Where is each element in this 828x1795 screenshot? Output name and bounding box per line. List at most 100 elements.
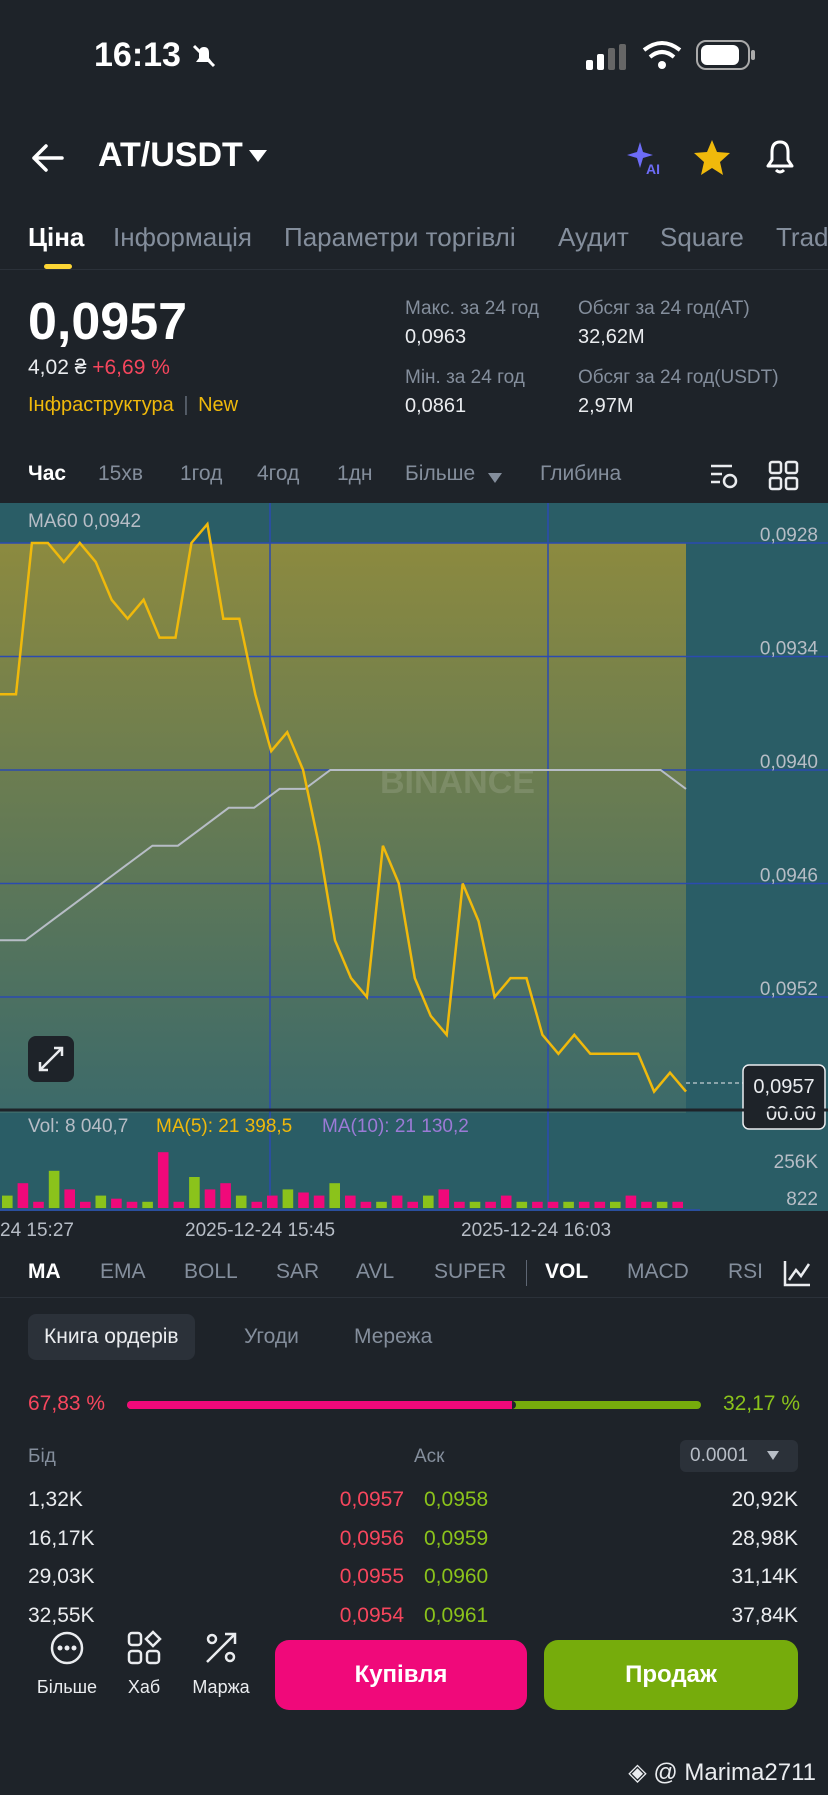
bid-price: 0,0956 [339, 1526, 404, 1550]
tf-15m[interactable]: 15хв [98, 462, 144, 485]
ind-super[interactable]: SUPER [434, 1260, 507, 1283]
user-watermark: ◈ @ Marima2711 [628, 1758, 816, 1787]
stat-low: Мін. за 24 год 0,0861 [405, 367, 525, 418]
volume-bar [298, 1192, 309, 1208]
tab-square[interactable]: Square [660, 222, 744, 252]
price-line [0, 521, 687, 1094]
category-tag[interactable]: Інфраструктура [28, 394, 174, 416]
chevron-down-icon[interactable] [248, 148, 268, 164]
bottom-bar: Більше Хаб Маржа Купівля Продаж [0, 1630, 828, 1720]
ind-avl[interactable]: AVL [356, 1260, 395, 1283]
volume-bar [267, 1195, 278, 1208]
battery-icon [696, 40, 755, 70]
bell-icon[interactable] [760, 136, 800, 176]
orderbook-row[interactable]: 1,32K 0,0957 0,0958 20,92K [0, 1482, 828, 1520]
ind-ma[interactable]: MA [28, 1260, 61, 1283]
wifi-icon [642, 41, 682, 69]
ask-col-label: Аск [414, 1446, 445, 1467]
price-chart[interactable]: 0,0928 0,0934 0,0940 0,0946 0,0952 BINANCE 0… [0, 503, 828, 1243]
time-tick: 2025-12-24 16:03 [461, 1220, 611, 1241]
ma60-label: MA60 0,0942 [28, 511, 141, 532]
tab-trade-params[interactable]: Параметри торгівлі [284, 222, 516, 252]
grid-layout-icon[interactable] [768, 460, 800, 492]
ma10-label: MA(10): 21 130,2 [322, 1116, 469, 1137]
bid-qty: 1,32K [28, 1488, 83, 1511]
more-chevron-icon[interactable] [487, 472, 503, 484]
hub-button[interactable]: Хаб [109, 1630, 179, 1698]
tf-more[interactable]: Більше [405, 462, 476, 485]
active-tab-indicator [44, 264, 72, 269]
tf-time[interactable]: Час [28, 462, 67, 485]
bid-price: 0,0957 [339, 1488, 404, 1511]
stat-vol-at-value: 32,62M [578, 326, 645, 348]
volume-bar [251, 1201, 263, 1208]
orderbook-row[interactable]: 16,17K 0,0956 0,0959 28,98K [0, 1521, 828, 1559]
chart-settings-icon[interactable] [708, 460, 740, 492]
ind-boll[interactable]: BOLL [184, 1260, 238, 1283]
tab-audit[interactable]: Аудит [558, 222, 629, 252]
volume-bar [111, 1198, 122, 1208]
chart-watermark: BINANCE [380, 763, 535, 801]
orderbook-header: Бід Аск 0.0001 [0, 1440, 828, 1476]
star-icon[interactable] [692, 138, 732, 176]
ind-macd[interactable]: MACD [627, 1260, 689, 1283]
ind-sar[interactable]: SAR [276, 1260, 320, 1283]
pair-title[interactable]: AT/USDT [98, 136, 243, 174]
ind-vol[interactable]: VOL [545, 1260, 589, 1283]
buy-button[interactable]: Купівля [275, 1640, 527, 1710]
ask-qty: 28,98K [731, 1526, 798, 1550]
back-arrow-icon[interactable] [30, 140, 66, 176]
precision-select[interactable]: 0.0001 [680, 1440, 798, 1472]
tab-trade[interactable]: Trad [776, 222, 828, 252]
ask-qty: 20,92K [731, 1488, 798, 1511]
ai-sparkle-icon[interactable]: AI [626, 138, 666, 176]
highlight-zone [0, 543, 686, 1113]
volume-bar [438, 1189, 450, 1208]
more-button[interactable]: Більше [32, 1630, 102, 1698]
margin-button[interactable]: Маржа [186, 1630, 256, 1698]
tab-trades[interactable]: Угоди [244, 1325, 299, 1348]
volume-bar [578, 1201, 590, 1208]
ask-pct: 32,17 % [722, 1392, 800, 1415]
bid-col-label: Бід [28, 1446, 56, 1467]
stat-vol-at-label: Обсяг за 24 год(AT) [578, 298, 750, 319]
chart-svg[interactable]: 0,0928 0,0934 0,0940 0,0946 0,0952 BINANCE 0… [0, 503, 828, 1243]
volume-bar [95, 1195, 107, 1208]
ind-ema[interactable]: EMA [100, 1260, 146, 1283]
volume-bar [625, 1195, 637, 1208]
stat-high: Макс. за 24 год 0,0963 [405, 298, 539, 349]
tab-orderbook[interactable]: Книга ордерів [28, 1314, 195, 1360]
bid-qty: 29,03K [28, 1565, 95, 1588]
indicator-divider [526, 1260, 527, 1286]
stat-high-value: 0,0963 [405, 326, 467, 348]
header: AT/USDT AI [0, 118, 828, 198]
sell-button[interactable]: Продаж [544, 1640, 798, 1710]
stat-vol-at: Обсяг за 24 год(AT) 32,62M [578, 298, 750, 349]
fiat-price: 4,02 ₴ [28, 356, 87, 379]
orderbook-row[interactable]: 32,55K 0,0954 0,0961 37,84K [0, 1598, 828, 1636]
tf-depth[interactable]: Глибина [540, 462, 622, 485]
ask-qty: 31,14K [731, 1565, 798, 1588]
ask-price: 0,0958 [424, 1488, 489, 1511]
orderbook-row[interactable]: 29,03K 0,0955 0,0960 31,14K [0, 1559, 828, 1597]
tab-network[interactable]: Мережа [354, 1325, 433, 1348]
volume-bar [391, 1195, 403, 1208]
precision-chevron-icon [767, 1451, 779, 1460]
tab-info[interactable]: Інформація [113, 222, 252, 252]
expand-button[interactable] [28, 1036, 74, 1082]
tab-price[interactable]: Ціна [28, 222, 85, 252]
tf-4h[interactable]: 4год [257, 462, 300, 485]
ind-rsi[interactable]: RSI [728, 1260, 764, 1283]
user-handle: @ Marima2711 [653, 1759, 816, 1786]
new-tag: New [198, 394, 239, 416]
tf-1d[interactable]: 1дн [337, 462, 373, 485]
current-price-label: 0,0957 [753, 1076, 814, 1098]
indicator-settings-icon[interactable] [782, 1258, 812, 1288]
stat-low-label: Мін. за 24 год [405, 367, 525, 388]
tag-row: Інфраструктура | New [28, 394, 239, 416]
volume-bar [454, 1201, 465, 1208]
tf-1h[interactable]: 1год [180, 462, 223, 485]
volume-bar [345, 1195, 356, 1208]
stat-vol-usdt-value: 2,97M [578, 395, 634, 417]
volume-bar [142, 1201, 153, 1208]
